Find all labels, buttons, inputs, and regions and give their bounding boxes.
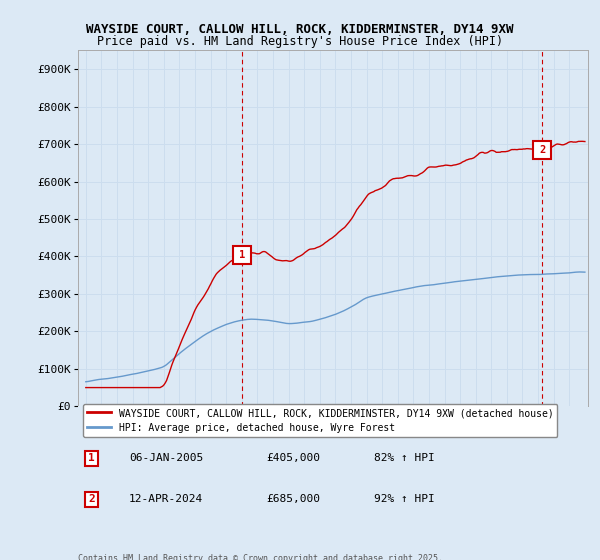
- Text: 92% ↑ HPI: 92% ↑ HPI: [374, 494, 434, 505]
- Text: 1: 1: [88, 454, 95, 463]
- Text: 1: 1: [239, 250, 245, 260]
- Text: £685,000: £685,000: [266, 494, 320, 505]
- Text: WAYSIDE COURT, CALLOW HILL, ROCK, KIDDERMINSTER, DY14 9XW: WAYSIDE COURT, CALLOW HILL, ROCK, KIDDER…: [86, 24, 514, 36]
- Text: 2: 2: [539, 144, 545, 155]
- Text: 06-JAN-2005: 06-JAN-2005: [129, 454, 203, 463]
- Legend: WAYSIDE COURT, CALLOW HILL, ROCK, KIDDERMINSTER, DY14 9XW (detached house), HPI:: WAYSIDE COURT, CALLOW HILL, ROCK, KIDDER…: [83, 404, 557, 437]
- Bar: [562, 50, 588, 407]
- Text: 2: 2: [88, 494, 95, 505]
- Text: Price paid vs. HM Land Registry's House Price Index (HPI): Price paid vs. HM Land Registry's House …: [97, 35, 503, 48]
- Text: 82% ↑ HPI: 82% ↑ HPI: [374, 454, 434, 463]
- Text: £405,000: £405,000: [266, 454, 320, 463]
- Text: Contains HM Land Registry data © Crown copyright and database right 2025.
This d: Contains HM Land Registry data © Crown c…: [78, 554, 443, 560]
- Text: 12-APR-2024: 12-APR-2024: [129, 494, 203, 505]
